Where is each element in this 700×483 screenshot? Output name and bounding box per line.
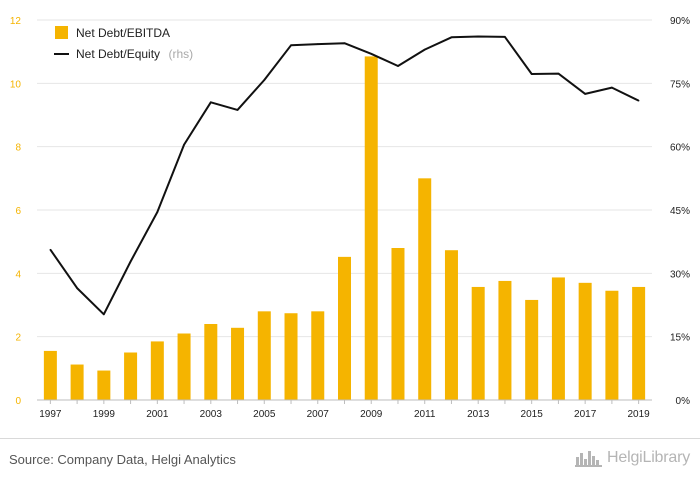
y-right-tick-label: 15% bbox=[670, 333, 690, 344]
bar-2005 bbox=[257, 311, 271, 400]
source-note: Source: Company Data, Helgi Analytics bbox=[9, 452, 236, 467]
legend-label-net-debt-equity: Net Debt/Equity (rhs) bbox=[76, 45, 193, 62]
x-tick-label: 2019 bbox=[628, 409, 651, 420]
bar-2000 bbox=[124, 352, 138, 400]
logo-text: HelgiLibrary bbox=[607, 449, 690, 466]
bar-2017 bbox=[578, 282, 592, 400]
line-point-2005 bbox=[263, 79, 266, 81]
line-point-1997 bbox=[49, 248, 52, 251]
line-point-2012 bbox=[450, 36, 453, 39]
line-point-2014 bbox=[504, 36, 506, 38]
line-point-2017 bbox=[584, 93, 586, 95]
bar-2011 bbox=[418, 178, 432, 400]
helgi-library-logo: HelgiLibrary bbox=[575, 449, 690, 467]
line-point-2018 bbox=[611, 86, 613, 89]
bar-2013 bbox=[471, 286, 485, 400]
line-point-2004 bbox=[236, 109, 239, 111]
y-right-tick-label: 60% bbox=[670, 143, 690, 154]
line-point-2001 bbox=[156, 211, 159, 213]
bar-2016 bbox=[551, 277, 565, 400]
legend-label-net-debt-ebitda: Net Debt/EBITDA bbox=[76, 26, 170, 40]
x-tick-label: 2005 bbox=[253, 409, 276, 420]
line-point-2003 bbox=[210, 101, 212, 104]
y-left-tick-label: 10 bbox=[10, 79, 22, 90]
footer-divider bbox=[0, 438, 700, 439]
y-right-tick-label: 0% bbox=[676, 396, 691, 407]
x-tick-label: 2009 bbox=[360, 409, 383, 420]
bar-2003 bbox=[204, 324, 218, 400]
line-point-2019 bbox=[637, 99, 640, 102]
line-point-2008 bbox=[343, 42, 346, 45]
x-tick-label: 2015 bbox=[521, 409, 544, 420]
line-point-2010 bbox=[397, 65, 399, 67]
x-tick-label: 2011 bbox=[414, 409, 436, 420]
y-left-tick-label: 0 bbox=[15, 396, 21, 407]
bar-2012 bbox=[444, 250, 458, 400]
x-tick-label: 2017 bbox=[574, 409, 597, 420]
line-point-2000 bbox=[129, 260, 132, 263]
line-point-2013 bbox=[477, 35, 479, 38]
line-point-1998 bbox=[76, 287, 78, 289]
bar-series-net-debt-ebitda bbox=[43, 56, 646, 401]
x-tick-label: 2003 bbox=[200, 409, 223, 420]
line-point-2015 bbox=[530, 73, 533, 75]
y-left-tick-label: 8 bbox=[15, 143, 21, 154]
city-skyline-icon bbox=[575, 451, 603, 467]
bar-2014 bbox=[498, 280, 512, 400]
y-axis-right: 0% 15% 30% 45% 60% 75% 90% bbox=[670, 16, 690, 407]
line-point-2011 bbox=[423, 48, 426, 51]
bar-2019 bbox=[632, 286, 646, 400]
bar-2018 bbox=[605, 290, 619, 400]
bar-1997 bbox=[43, 350, 57, 400]
line-point-2002 bbox=[183, 143, 185, 146]
bar-2002 bbox=[177, 333, 191, 400]
x-tick-label: 1999 bbox=[93, 409, 116, 420]
y-right-tick-label: 90% bbox=[670, 16, 690, 27]
bar-2001 bbox=[150, 341, 164, 400]
x-axis: 1997 1999 2001 2003 2005 2007 2009 2011 2013 2015… bbox=[37, 399, 652, 420]
x-tick-label: 2013 bbox=[467, 409, 490, 420]
bar-2010 bbox=[391, 248, 405, 400]
line-point-2007 bbox=[316, 43, 319, 45]
y-left-tick-label: 6 bbox=[15, 206, 21, 217]
chart: 1997 1999 2001 2003 2005 2007 2009 2011 2013 2015… bbox=[10, 16, 690, 420]
legend-label-net-debt-equity-name: Net Debt/Equity bbox=[76, 47, 160, 61]
y-right-tick-label: 75% bbox=[670, 79, 690, 90]
bar-1999 bbox=[97, 370, 111, 400]
x-tick-label: 2001 bbox=[146, 409, 169, 420]
line-point-2006 bbox=[290, 44, 292, 47]
y-right-tick-label: 45% bbox=[670, 206, 690, 217]
bar-2006 bbox=[284, 313, 298, 400]
bar-2004 bbox=[231, 327, 245, 400]
line-point-1999 bbox=[103, 313, 105, 316]
line-series-net-debt-equity bbox=[49, 35, 640, 316]
line-point-2009 bbox=[370, 52, 373, 55]
bar-2008 bbox=[338, 256, 351, 400]
bar-2009 bbox=[364, 56, 378, 401]
y-left-tick-label: 2 bbox=[15, 333, 21, 344]
legend: Net Debt/EBITDA Net Debt/Equity (rhs) bbox=[54, 26, 193, 62]
y-right-tick-label: 30% bbox=[670, 269, 690, 280]
y-left-tick-label: 4 bbox=[15, 269, 21, 280]
y-left-tick-label: 12 bbox=[10, 16, 22, 27]
bar-2007 bbox=[311, 311, 325, 400]
bar-1998 bbox=[70, 364, 84, 400]
x-tick-label: 1997 bbox=[39, 409, 62, 420]
line-point-2016 bbox=[557, 72, 560, 75]
bar-2015 bbox=[525, 299, 539, 400]
x-tick-label: 2007 bbox=[307, 409, 330, 420]
legend-swatch-net-debt-ebitda bbox=[55, 26, 68, 39]
legend-label-rhs: (rhs) bbox=[169, 47, 194, 61]
y-axis-left: 0 2 4 6 8 10 12 bbox=[10, 16, 22, 407]
